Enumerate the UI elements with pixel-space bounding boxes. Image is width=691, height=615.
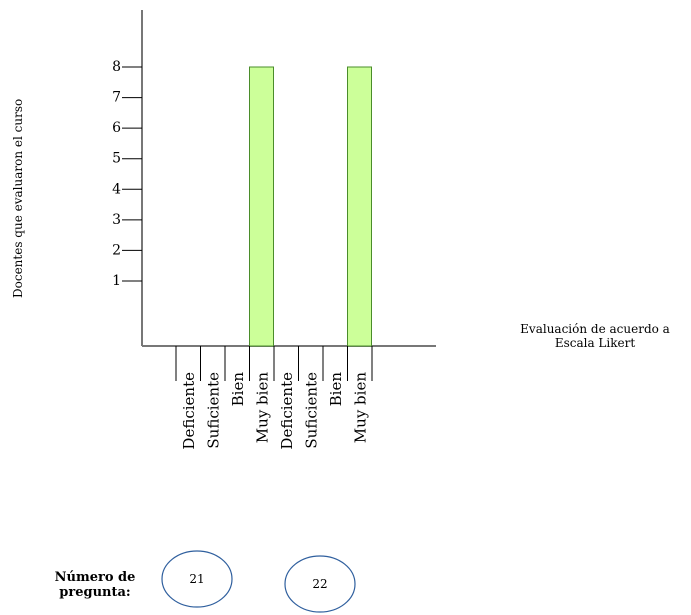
y-tick-label-5: 5 [112, 151, 121, 167]
question-circle-22 [284, 555, 356, 613]
bar-q22-muy-bien [347, 66, 372, 347]
y-tick-label-1: 1 [112, 273, 121, 289]
y-tick-label-8: 8 [112, 59, 121, 75]
question-circles: 21 22 [161, 550, 356, 613]
question-number-22: 22 [312, 577, 327, 591]
x-axis-title-line-1: Evaluación de acuerdo a [520, 322, 670, 336]
y-tick-label-3: 3 [112, 212, 121, 228]
y-ticks: 1 2 3 4 5 6 7 8 [112, 59, 142, 289]
question-circle-21 [161, 550, 233, 608]
x-tick-label-q21-deficiente: Deficiente [180, 372, 198, 450]
x-tick-label-q21-bien: Bien [229, 372, 247, 407]
x-tick-labels: Deficiente Suficiente Bien Muy bien Deficien… [180, 372, 370, 450]
x-tick-label-q22-muy-bien: Muy bien [352, 372, 370, 444]
question-label-line-2: pregunta: [59, 585, 131, 600]
x-tick-label-q22-suficiente: Suficiente [303, 372, 321, 449]
bar-q21-muy-bien [249, 66, 274, 347]
y-tick-label-2: 2 [112, 242, 121, 258]
bars [249, 66, 372, 347]
question-label-line-1: Número de [54, 570, 136, 585]
y-tick-label-6: 6 [112, 120, 121, 136]
y-axis-label: Docentes que evaluaron el curso [11, 98, 25, 298]
x-tick-label-q22-deficiente: Deficiente [278, 372, 296, 450]
x-ticks [175, 346, 373, 381]
y-tick-label-7: 7 [112, 90, 121, 106]
x-tick-label-q21-suficiente: Suficiente [205, 372, 223, 449]
x-tick-label-q22-bien: Bien [327, 372, 345, 407]
x-tick-label-q21-muy-bien: Muy bien [254, 372, 272, 444]
x-axis-title-line-2: Escala Likert [554, 336, 636, 350]
y-tick-label-4: 4 [112, 181, 121, 197]
question-number-21: 21 [189, 572, 204, 586]
question-number-label: Número de pregunta: [40, 570, 150, 600]
x-axis-title: Evaluación de acuerdo a Escala Likert [500, 322, 690, 350]
